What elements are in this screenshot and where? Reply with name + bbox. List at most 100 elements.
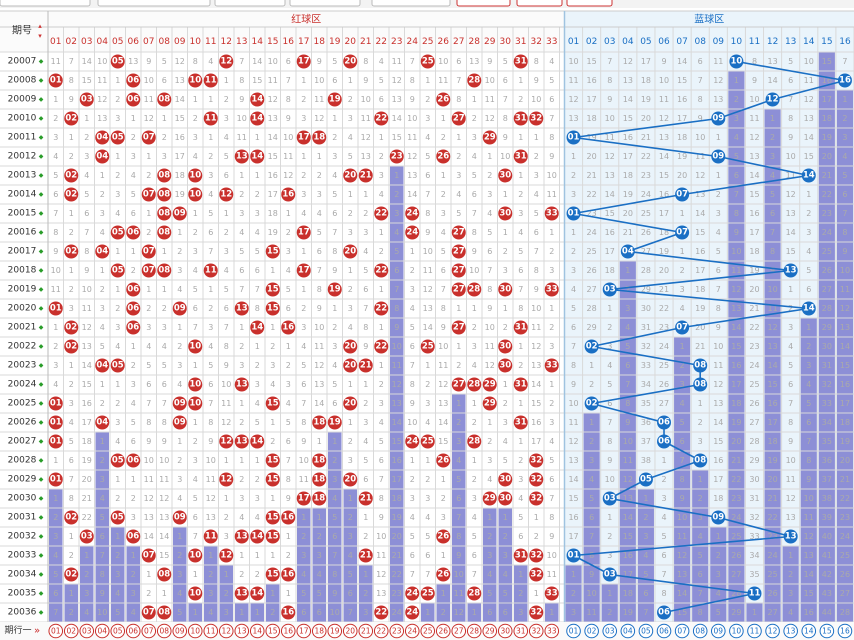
footer-red-select[interactable] <box>125 623 141 639</box>
red-omission-value: 3 <box>100 304 105 313</box>
toolbar-button-5[interactable] <box>371 0 451 7</box>
footer-red-select[interactable] <box>110 623 126 639</box>
footer-red-select[interactable] <box>513 623 529 639</box>
toolbar-button-1[interactable] <box>0 0 91 7</box>
red-ball-number: 13 <box>236 380 248 390</box>
footer-red-select[interactable] <box>404 623 420 639</box>
red-ball-number: 26 <box>437 152 449 162</box>
red-omission-value: 2 <box>549 323 554 332</box>
footer-red-select[interactable] <box>234 623 250 639</box>
footer-blue-select[interactable] <box>837 623 853 639</box>
footer-blue-select[interactable] <box>801 623 817 639</box>
red-omission-value: 11 <box>144 475 154 484</box>
blue-ball <box>711 149 726 164</box>
footer-red-select[interactable] <box>528 623 544 639</box>
footer-red-select[interactable] <box>389 623 405 639</box>
red-omission-value: 6 <box>363 475 368 484</box>
footer-blue-select[interactable] <box>674 623 690 639</box>
footer-red-select[interactable] <box>420 623 436 639</box>
red-ball-number: 14 <box>251 589 263 599</box>
footer-red-select[interactable] <box>482 623 498 639</box>
period-20014: 20014 <box>8 190 37 200</box>
footer-red-select[interactable] <box>497 623 513 639</box>
red-omission-value: 3 <box>332 152 337 161</box>
toolbar-button-7[interactable] <box>516 0 563 7</box>
toolbar-button-6[interactable] <box>456 0 511 7</box>
red-omission-value: 4 <box>208 190 213 199</box>
blue-omission-value: 6 <box>734 171 739 180</box>
blue-col-header-16: 16 <box>839 37 851 47</box>
footer-red-select[interactable] <box>544 623 560 639</box>
red-ball <box>172 301 187 316</box>
red-omission-value: 10 <box>221 380 231 389</box>
footer-blue-select[interactable] <box>765 623 780 639</box>
red-ball <box>265 529 280 544</box>
blue-omission-value: 3 <box>788 323 793 332</box>
blue-omission-value: 7 <box>842 57 847 66</box>
footer-blue-select[interactable] <box>602 623 618 639</box>
footer-red-select[interactable] <box>187 623 203 639</box>
red-omission-value: 15 <box>392 133 402 142</box>
footer-red-select[interactable] <box>327 623 343 639</box>
blue-ball <box>566 548 581 563</box>
blue-omission-value: 20 <box>641 114 651 123</box>
toolbar-button-8[interactable] <box>566 0 613 7</box>
footer-blue-select[interactable] <box>656 623 672 639</box>
toolbar-button-3[interactable] <box>214 0 286 7</box>
blue-omission-value: 14 <box>677 589 687 598</box>
blue-omission-value: 9 <box>788 437 793 446</box>
footer-blue-select[interactable] <box>710 623 726 639</box>
blue-omission-value: 30 <box>749 475 759 484</box>
footer-red-select[interactable] <box>342 623 358 639</box>
footer-blue-select[interactable] <box>747 623 762 639</box>
footer-red-select[interactable] <box>79 623 95 639</box>
footer-red-select[interactable] <box>373 623 389 639</box>
footer-red-select[interactable] <box>280 623 296 639</box>
footer-red-select[interactable] <box>48 623 64 639</box>
red-omission-value: 8 <box>301 418 306 427</box>
footer-red-select[interactable] <box>265 623 281 639</box>
red-ball-number: 21 <box>360 494 372 504</box>
footer-red-select[interactable] <box>451 623 467 639</box>
red-omission-value: 1 <box>472 304 477 313</box>
blue-omission-value: 3 <box>806 228 811 237</box>
blue-omission-value: 31 <box>641 323 651 332</box>
footer-blue-select[interactable] <box>584 623 599 639</box>
footer-blue-select[interactable] <box>620 623 636 639</box>
footer-red-select[interactable] <box>358 623 374 639</box>
red-omission-value: 19 <box>175 190 185 199</box>
footer-red-select[interactable] <box>94 623 110 639</box>
footer-red-select[interactable] <box>156 623 172 639</box>
blue-omission-value: 9 <box>680 494 685 503</box>
footer-red-select[interactable] <box>141 623 157 639</box>
footer-blue-select[interactable] <box>566 623 581 639</box>
footer-red-select[interactable] <box>311 623 327 639</box>
footer-red-select[interactable] <box>203 623 219 639</box>
red-ball <box>420 434 435 449</box>
red-omission-value: 4 <box>146 342 151 351</box>
footer-red-select[interactable] <box>218 623 234 639</box>
footer-red-select[interactable] <box>435 623 451 639</box>
footer-blue-select[interactable] <box>783 623 798 639</box>
footer-red-select[interactable] <box>63 623 79 639</box>
footer-blue-select[interactable] <box>692 623 708 639</box>
footer-blue-select[interactable] <box>638 623 654 639</box>
footer-red-select[interactable] <box>296 623 312 639</box>
footer-red-select[interactable] <box>466 623 482 639</box>
blue-omission-value: 6 <box>698 570 703 579</box>
footer-red-select[interactable] <box>172 623 188 639</box>
toolbar-button-2[interactable] <box>97 0 211 7</box>
red-omission-value: 4 <box>456 456 461 465</box>
red-omission-value: 1 <box>518 437 523 446</box>
blue-omission-value: 12 <box>840 304 850 313</box>
red-omission-value: 9 <box>301 437 306 446</box>
red-omission-value: 3 <box>115 190 120 199</box>
toolbar-button-4[interactable] <box>289 0 361 7</box>
footer-blue-select[interactable] <box>729 623 744 639</box>
red-omission-value: 14 <box>252 57 262 66</box>
red-omission-value: 5 <box>115 608 120 617</box>
red-omission-value: 11 <box>206 475 216 484</box>
blue-omission-value: 8 <box>607 76 612 85</box>
footer-blue-select[interactable] <box>819 623 835 639</box>
footer-red-select[interactable] <box>249 623 265 639</box>
